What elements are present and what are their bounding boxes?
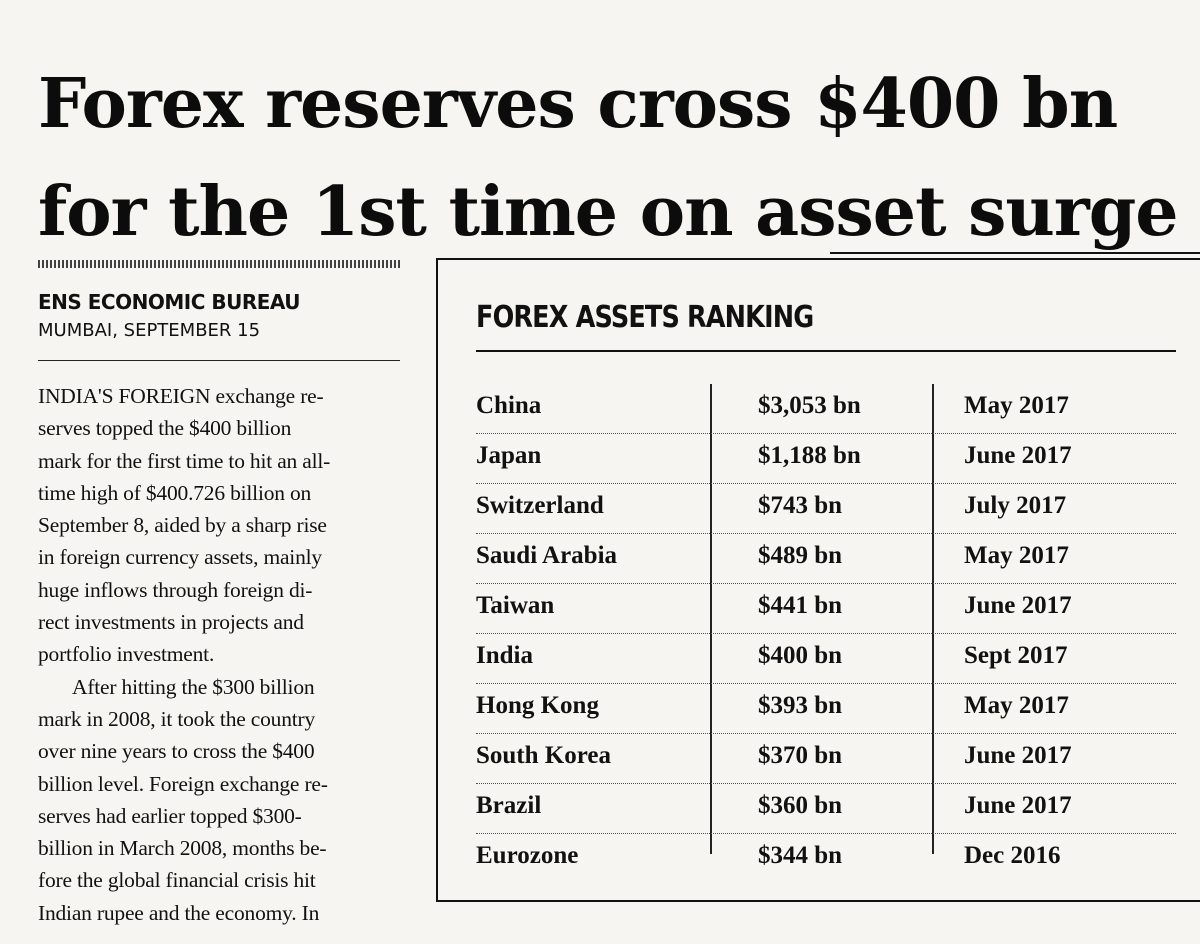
country-cell: Saudi Arabia xyxy=(476,542,618,569)
table-row: Brazil $360 bn June 2017 xyxy=(476,784,1176,834)
byline-hatch-divider xyxy=(38,260,400,268)
dateline: MUMBAI, SEPTEMBER 15 xyxy=(38,320,261,341)
amount-cell: $441 bn xyxy=(758,592,843,619)
country-cell: South Korea xyxy=(476,742,611,769)
date-cell: June 2017 xyxy=(964,742,1072,769)
top-right-rule xyxy=(830,252,1200,254)
country-cell: India xyxy=(476,642,533,669)
amount-cell: $400 bn xyxy=(758,642,843,669)
date-cell: Dec 2016 xyxy=(964,842,1061,869)
box-title-rule xyxy=(476,350,1176,352)
table-row: Taiwan $441 bn June 2017 xyxy=(476,584,1176,634)
amount-cell: $360 bn xyxy=(758,792,843,819)
headline-line-1: Forex reserves cross $400 bn xyxy=(38,64,1118,144)
amount-cell: $3,053 bn xyxy=(758,392,861,419)
byline-rule xyxy=(38,360,400,361)
country-cell: Japan xyxy=(476,442,542,469)
table-row: Saudi Arabia $489 bn May 2017 xyxy=(476,534,1176,584)
country-cell: Taiwan xyxy=(476,592,555,619)
date-cell: May 2017 xyxy=(964,692,1069,719)
table-row: Eurozone $344 bn Dec 2016 xyxy=(476,834,1176,883)
article-paragraph: INDIA'S FOREIGN exchange re- serves topp… xyxy=(38,384,331,667)
date-cell: Sept 2017 xyxy=(964,642,1068,669)
table-row: China $3,053 bn May 2017 xyxy=(476,384,1176,434)
table-row: South Korea $370 bn June 2017 xyxy=(476,734,1176,784)
table-row: Hong Kong $393 bn May 2017 xyxy=(476,684,1176,734)
article-paragraph: After hitting the $300 billion mark in 2… xyxy=(38,674,328,925)
amount-cell: $1,188 bn xyxy=(758,442,861,469)
date-cell: May 2017 xyxy=(964,392,1069,419)
date-cell: June 2017 xyxy=(964,592,1072,619)
amount-cell: $489 bn xyxy=(758,542,843,569)
amount-cell: $370 bn xyxy=(758,742,843,769)
amount-cell: $344 bn xyxy=(758,842,843,869)
country-cell: Brazil xyxy=(476,792,542,819)
column-divider xyxy=(932,384,934,854)
column-divider xyxy=(710,384,712,854)
table-row: Japan $1,188 bn June 2017 xyxy=(476,434,1176,484)
date-cell: July 2017 xyxy=(964,492,1067,519)
headline: Forex reserves cross $400 bn for the 1st… xyxy=(38,50,1188,266)
ranking-table: China $3,053 bn May 2017 Japan $1,188 bn June… xyxy=(476,384,1176,883)
article-body: INDIA'S FOREIGN exchange re- serves topp… xyxy=(38,380,400,944)
date-cell: June 2017 xyxy=(964,442,1072,469)
table-row: India $400 bn Sept 2017 xyxy=(476,634,1176,684)
date-cell: June 2017 xyxy=(964,792,1072,819)
country-cell: Switzerland xyxy=(476,492,604,519)
byline: ENS ECONOMIC BUREAU xyxy=(38,290,300,314)
country-cell: China xyxy=(476,392,542,419)
date-cell: May 2017 xyxy=(964,542,1069,569)
table-row: Switzerland $743 bn July 2017 xyxy=(476,484,1176,534)
forex-ranking-box xyxy=(436,258,1200,902)
country-cell: Hong Kong xyxy=(476,692,599,719)
amount-cell: $393 bn xyxy=(758,692,843,719)
headline-line-2: for the 1st time on asset surge xyxy=(38,172,1179,252)
amount-cell: $743 bn xyxy=(758,492,843,519)
box-title: FOREX ASSETS RANKING xyxy=(476,300,814,335)
country-cell: Eurozone xyxy=(476,842,579,869)
